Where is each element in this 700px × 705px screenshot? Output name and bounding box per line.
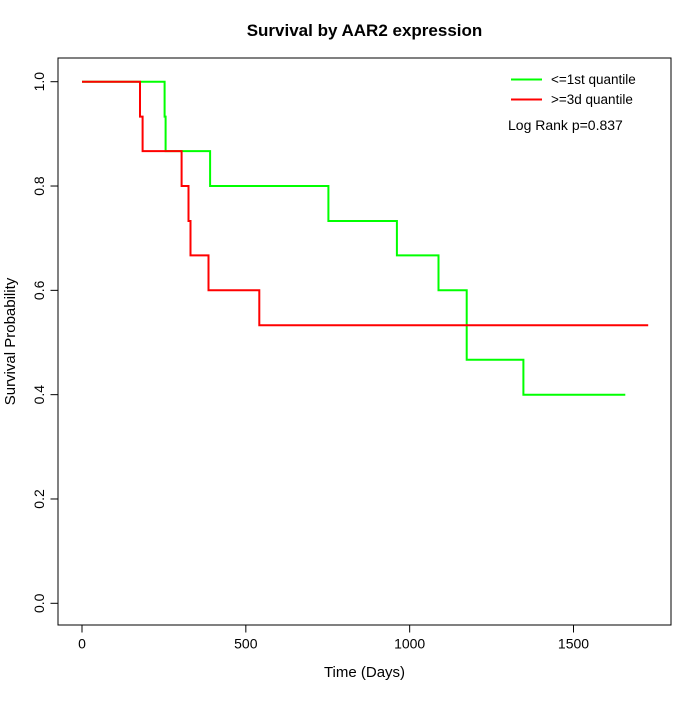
y-tick-label: 0.0: [31, 593, 47, 613]
legend-label-first-quantile: <=1st quantile: [551, 72, 636, 87]
x-axis-label: Time (Days): [324, 664, 405, 681]
y-axis: 0.0 0.2 0.4 0.6 0.8 1.0: [31, 72, 58, 613]
legend: <=1st quantile >=3d quantile Log Rank p=…: [508, 72, 636, 133]
y-tick-label: 1.0: [31, 72, 47, 92]
x-tick-label: 0: [78, 636, 86, 652]
plot-box: [57, 57, 672, 626]
y-tick-label: 0.8: [31, 176, 47, 196]
survival-curve-low-expression: [82, 80, 626, 396]
survival-curve-high-expression: [82, 80, 649, 327]
y-axis-label: Survival Probability: [2, 277, 19, 405]
log-rank-annotation: Log Rank p=0.837: [508, 117, 623, 133]
survival-curves: [82, 80, 649, 396]
x-tick-label: 1000: [394, 636, 425, 652]
y-tick-label: 0.6: [31, 280, 47, 300]
y-tick-label: 0.2: [31, 489, 47, 509]
x-tick-label: 500: [234, 636, 258, 652]
chart-title: Survival by AAR2 expression: [247, 21, 483, 40]
y-tick-label: 0.4: [31, 385, 47, 405]
x-tick-label: 1500: [558, 636, 589, 652]
x-axis: 0 500 1000 1500: [78, 625, 589, 652]
legend-label-third-quantile: >=3d quantile: [551, 92, 633, 107]
